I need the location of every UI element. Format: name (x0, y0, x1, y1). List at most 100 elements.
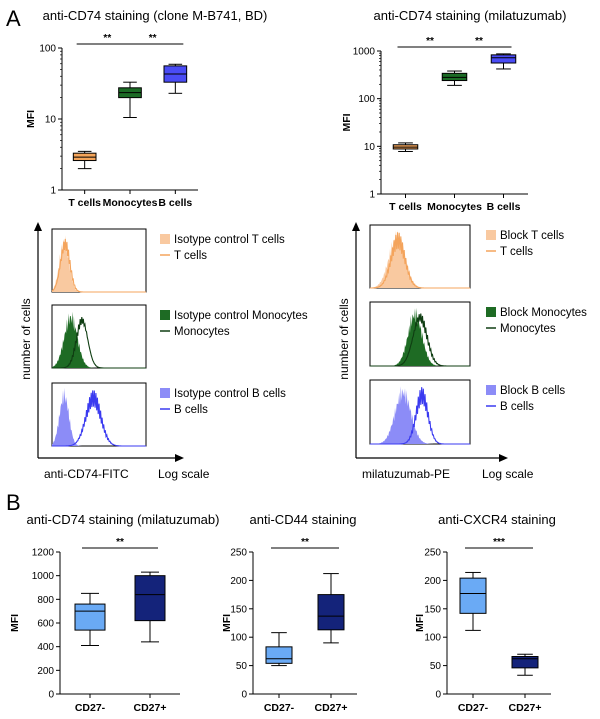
y-tick-label: 0 (241, 690, 247, 701)
histogram-row-1: Isotype control Monocytes Monocytes (51, 304, 308, 369)
legend-label-fill: Isotype control T cells (174, 234, 285, 246)
y-tick-label: 250 (230, 548, 247, 559)
line-histogram (370, 387, 470, 445)
y-tick-label: 150 (424, 604, 441, 615)
y-tick-label: 50 (236, 661, 248, 672)
legend-swatch-fill (160, 388, 170, 398)
boxplot-5: anti-CD44 staining 0 50 100 150 200 250 MFI CD27… (221, 512, 357, 714)
legend-swatch-fill (160, 234, 170, 244)
category-label: CD27- (264, 702, 295, 714)
significance-label: ** (116, 537, 124, 548)
y-tick-label: 200 (37, 666, 54, 677)
y-tick-label: 1000 (353, 47, 376, 58)
box-1 (317, 573, 345, 644)
box-2 (490, 53, 517, 70)
box-1 (134, 571, 166, 643)
y-tick-label: 600 (37, 619, 54, 630)
panel-label-a: A (6, 6, 21, 31)
chart-title: anti-CD74 staining (milatuzumab) (374, 8, 567, 23)
y-tick-label: 150 (230, 604, 247, 615)
histogram-row-0: Isotype control T cells T cells (51, 228, 285, 293)
box-0 (265, 632, 293, 667)
line-histogram (52, 390, 146, 447)
significance-label: ** (475, 36, 483, 47)
category-label: CD27- (75, 702, 106, 714)
y-tick-label: 1000 (32, 571, 55, 582)
legend-label-line: Monocytes (174, 326, 230, 338)
category-label: T cells (68, 197, 101, 209)
y-tick-label: 1 (50, 186, 56, 197)
y-tick-label: 100 (424, 633, 441, 644)
y-tick-label: 10 (45, 115, 57, 126)
category-label: CD27- (458, 702, 489, 714)
filled-histogram (52, 387, 146, 446)
box-1 (118, 81, 142, 118)
y-tick-label: 1200 (32, 548, 55, 559)
significance-label: *** (493, 537, 505, 548)
box-0 (74, 592, 106, 646)
legend-label-line: B cells (500, 401, 534, 413)
legend-label-fill: Block B cells (500, 385, 565, 397)
box-iqr (317, 594, 345, 631)
box-0 (392, 142, 419, 152)
y-tick-label: 800 (37, 595, 54, 606)
legend-label-fill: Block T cells (500, 230, 564, 242)
boxplot-6: anti-CXCR4 staining 0 50 100 150 200 250 MFI CD2… (414, 512, 556, 714)
category-label: CD27+ (134, 702, 167, 714)
y-arrow-head (34, 222, 42, 231)
y-axis-label: MFI (221, 614, 233, 632)
legend-label-line: T cells (174, 250, 207, 262)
x-axis-label: milatuzumab-PE (362, 467, 450, 481)
box-1 (441, 70, 468, 86)
category-label: B cells (158, 197, 192, 209)
y-tick-label: 100 (358, 94, 375, 105)
line-histogram (52, 316, 146, 369)
legend-swatch-fill (486, 307, 496, 317)
category-label: Monocytes (427, 201, 482, 213)
y-tick-label: 0 (435, 690, 441, 701)
legend-label-fill: Block Monocytes (500, 307, 587, 319)
legend-swatch-fill (486, 385, 496, 395)
y-axis-label: MFI (341, 113, 353, 131)
legend-label-line: T cells (500, 246, 533, 258)
legend-label-fill: Isotype control Monocytes (174, 310, 308, 322)
filled-histogram (370, 307, 470, 366)
y-tick-label: 200 (424, 576, 441, 587)
histogram-group-2: number of cells anti-CD74-FITC Log scale Is… (19, 222, 308, 481)
filled-histogram (370, 229, 470, 288)
histogram-row-1: Block Monocytes Monocytes (369, 301, 587, 367)
box-2 (163, 63, 188, 94)
legend-swatch-fill (160, 310, 170, 320)
y-tick-label: 200 (230, 576, 247, 587)
x-axis-label: anti-CD74-FITC (44, 467, 129, 481)
y-tick-label: 400 (37, 642, 54, 653)
charts: anti-CD74 staining (clone M-B741, BD)110… (9, 8, 587, 714)
line-histogram (51, 238, 146, 293)
chart-title: anti-CXCR4 staining (438, 512, 556, 527)
box-1 (511, 653, 539, 676)
y-tick-label: 250 (424, 548, 441, 559)
y-tick-label: 1 (369, 190, 375, 201)
box-iqr (511, 656, 539, 669)
category-label: CD27+ (315, 702, 348, 714)
filled-histogram (52, 311, 146, 368)
category-label: T cells (389, 201, 422, 213)
significance-label: ** (426, 36, 434, 47)
histogram-group-3: number of cells milatuzumab-PE Log scale Bl… (337, 222, 587, 481)
box-0 (459, 571, 487, 631)
box-0 (72, 150, 97, 170)
boxplot-4: anti-CD74 staining (milatuzumab) 0 200 400 6… (9, 512, 219, 714)
x-arrow-head (499, 454, 508, 462)
legend-label-line: Monocytes (500, 323, 556, 335)
y-axis-label: number of cells (19, 298, 33, 379)
significance-label: ** (103, 33, 111, 44)
filled-histogram (370, 386, 470, 444)
significance-label: ** (149, 33, 157, 44)
y-tick-label: 0 (48, 690, 54, 701)
category-label: B cells (487, 201, 521, 213)
histogram-frame (369, 379, 471, 445)
boxplot-1: anti-CD74 staining (milatuzumab) 1 10 100 10… (341, 8, 566, 213)
filled-histogram (52, 235, 146, 292)
histogram-row-2: Block B cells B cells (369, 379, 565, 445)
x-arrow-head (175, 454, 184, 462)
